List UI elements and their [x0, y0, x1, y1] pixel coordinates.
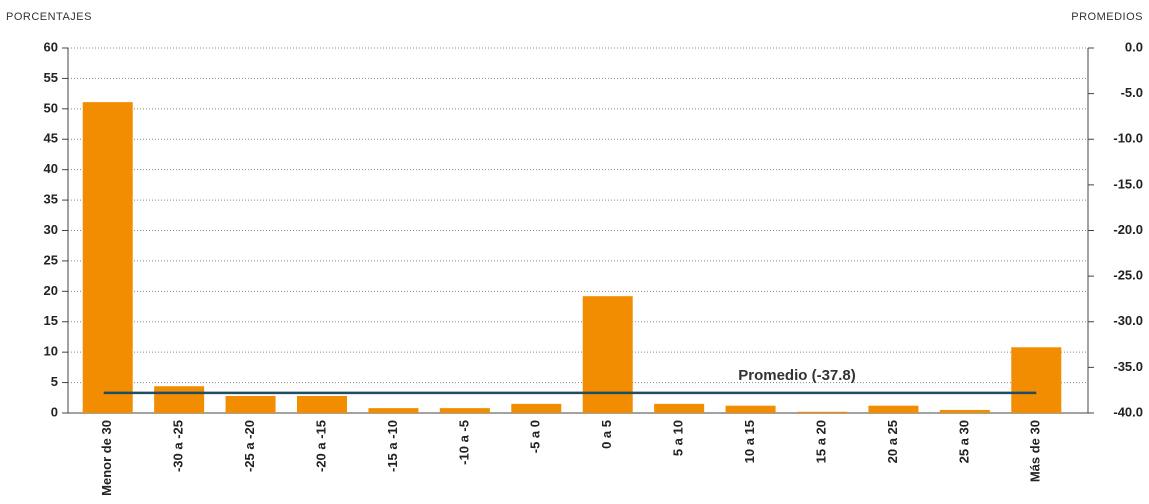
y2-tick-label: -25.0 — [1113, 268, 1143, 283]
y2-tick-label: -5.0 — [1121, 85, 1143, 100]
y2-tick-label: -40.0 — [1113, 404, 1143, 419]
y-tick-label: 30 — [44, 222, 58, 237]
y2-axis-title: PROMEDIOS — [1071, 11, 1143, 23]
y2-tick-label: -30.0 — [1113, 313, 1143, 328]
bar — [511, 403, 562, 413]
bar — [1011, 347, 1062, 413]
y-tick-label: 0 — [51, 404, 58, 419]
x-tick-label: -20 a -15 — [313, 420, 328, 472]
bar — [225, 395, 276, 413]
y2-tick-label: -20.0 — [1113, 222, 1143, 237]
y2-tick-label: -10.0 — [1113, 131, 1143, 146]
reference-label: Promedio (-37.8) — [738, 367, 856, 384]
x-tick-label: Menor de 30 — [99, 420, 114, 496]
x-tick-label: -10 a -5 — [456, 420, 471, 465]
x-tick-label: -25 a -20 — [242, 420, 257, 472]
bar — [868, 405, 919, 413]
x-tick-label: -30 a -25 — [171, 420, 186, 472]
bar — [939, 409, 990, 413]
x-tick-label: Más de 30 — [1028, 420, 1043, 482]
x-tick-label: 20 a 25 — [885, 420, 900, 463]
x-tick-label: 10 a 15 — [742, 420, 757, 463]
bar — [297, 395, 347, 413]
bar — [725, 405, 776, 413]
y-tick-label: 25 — [44, 252, 58, 267]
y-tick-label: 60 — [44, 39, 58, 54]
bar — [154, 386, 205, 413]
y-tick-label: 55 — [44, 70, 58, 85]
y2-tick-label: -35.0 — [1113, 359, 1143, 374]
bar — [654, 403, 705, 413]
y2-tick-label: 0.0 — [1125, 39, 1143, 54]
x-tick-label: -5 a 0 — [528, 420, 543, 453]
x-tick-label: 0 a 5 — [599, 420, 614, 449]
y-tick-label: 50 — [44, 100, 58, 115]
bar — [82, 102, 133, 414]
bar — [439, 408, 490, 413]
bar — [797, 411, 847, 413]
x-tick-label: 15 a 20 — [813, 420, 828, 463]
y2-tick-label: -15.0 — [1113, 176, 1143, 191]
y-tick-label: 10 — [44, 344, 58, 359]
y-tick-label: 45 — [44, 131, 58, 146]
bar — [582, 296, 633, 413]
y-axis-title: PORCENTAJES — [6, 11, 92, 23]
bar — [368, 408, 419, 413]
x-tick-label: 5 a 10 — [671, 420, 686, 456]
y-tick-label: 35 — [44, 192, 58, 207]
y-tick-label: 40 — [44, 161, 58, 176]
x-tick-label: -15 a -10 — [385, 420, 400, 472]
y-tick-label: 20 — [44, 283, 58, 298]
x-tick-label: 25 a 30 — [956, 420, 971, 463]
y-tick-label: 5 — [51, 374, 58, 389]
y-tick-label: 15 — [44, 313, 58, 328]
